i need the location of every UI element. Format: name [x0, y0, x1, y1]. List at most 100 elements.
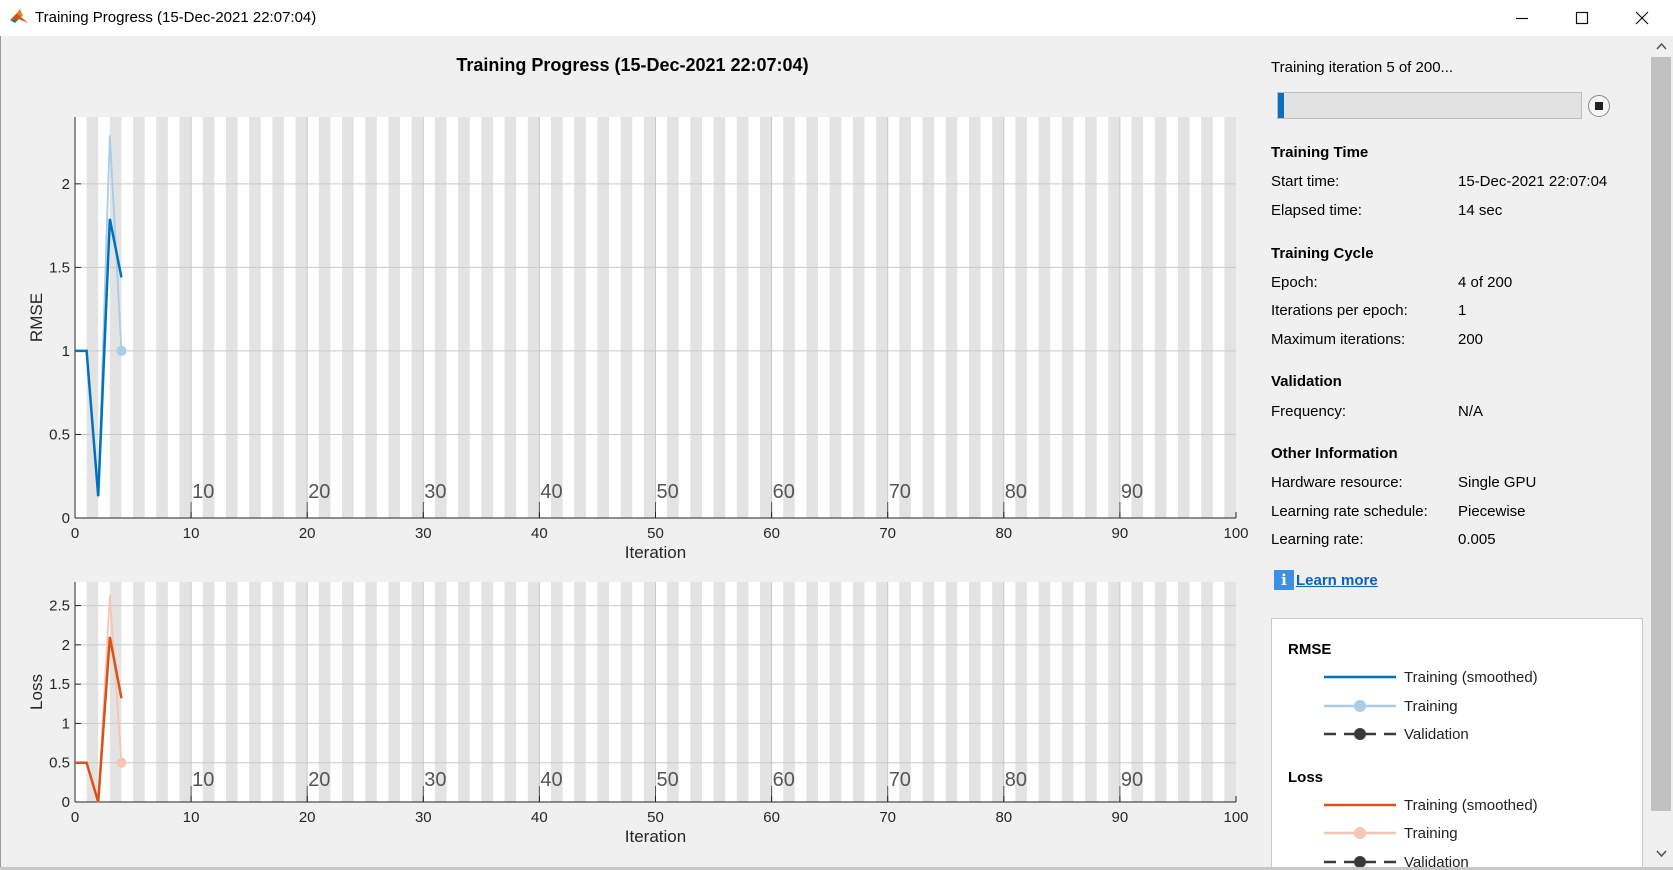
- x-tick-label: 40: [531, 525, 548, 542]
- progress-bar: [1277, 92, 1582, 119]
- x-tick-label: 20: [299, 809, 316, 826]
- stop-training-button[interactable]: [1588, 95, 1610, 117]
- epoch-band: [597, 117, 610, 518]
- scrollbar-thumb[interactable]: [1651, 57, 1671, 811]
- learn-more-link[interactable]: Learn more: [1296, 572, 1378, 589]
- epoch-band: [945, 582, 958, 802]
- scroll-up-icon[interactable]: [1656, 42, 1667, 50]
- epoch-band: [388, 117, 401, 518]
- x-tick-label: 30: [415, 525, 432, 542]
- epoch-band: [1015, 582, 1028, 802]
- epoch-label: 70: [889, 481, 911, 503]
- epoch-band: [527, 117, 540, 518]
- epoch-band: [133, 582, 145, 802]
- x-tick-label: 0: [71, 809, 79, 826]
- training-cycle-heading: Training Cycle: [1271, 245, 1374, 262]
- x-axis-label: Iteration: [625, 543, 686, 562]
- epoch-band: [109, 117, 122, 518]
- x-tick-label: 30: [415, 809, 432, 826]
- epoch-band: [945, 117, 958, 518]
- x-tick-label: 100: [1223, 525, 1248, 542]
- close-button[interactable]: [1614, 0, 1670, 36]
- epoch-label: 50: [657, 481, 679, 503]
- epoch-band: [342, 117, 354, 518]
- epoch-band: [411, 117, 424, 518]
- y-tick-label: 2: [62, 176, 70, 193]
- epoch-band: [1085, 117, 1097, 518]
- maximize-icon: [1575, 11, 1589, 25]
- epoch-band: [574, 117, 586, 518]
- learning-rate-value: 0.005: [1458, 531, 1496, 548]
- legend-loss-heading: Loss: [1288, 769, 1324, 786]
- legend-rmse-smoothed-swatch: [1324, 675, 1396, 679]
- x-tick-label: 60: [763, 525, 780, 542]
- epoch-band: [690, 117, 702, 518]
- hardware-resource-label: Hardware resource:: [1271, 474, 1403, 491]
- epoch-label: 80: [1005, 481, 1027, 503]
- legend-loss-validation-label: Validation: [1404, 854, 1469, 870]
- epoch-band: [527, 582, 540, 802]
- x-tick-label: 10: [183, 809, 200, 826]
- epoch-band: [481, 117, 493, 518]
- x-tick-label: 50: [647, 809, 664, 826]
- start-time-value: 15-Dec-2021 22:07:04: [1458, 173, 1608, 190]
- epoch-band: [643, 117, 656, 518]
- learning-rate-label: Learning rate:: [1271, 531, 1364, 548]
- epoch-band: [876, 117, 888, 518]
- x-tick-label: 50: [647, 525, 664, 542]
- epoch-band: [783, 582, 795, 802]
- maximize-button[interactable]: [1554, 0, 1610, 36]
- epoch-band: [1154, 582, 1167, 802]
- matlab-logo-icon: [10, 9, 28, 23]
- x-tick-label: 80: [995, 809, 1012, 826]
- epoch-band: [829, 117, 842, 518]
- scroll-down-icon[interactable]: [1656, 850, 1667, 858]
- epoch-label: 10: [192, 769, 214, 791]
- frequency-value: N/A: [1458, 403, 1484, 420]
- epoch-band: [1131, 582, 1144, 802]
- epoch-label: 90: [1121, 769, 1143, 791]
- hardware-resource-value: Single GPU: [1458, 474, 1537, 491]
- y-axis-label: RMSE: [27, 293, 46, 342]
- epoch-band: [551, 117, 563, 518]
- epoch-label: 40: [540, 481, 562, 503]
- legend-loss-smoothed-swatch: [1324, 803, 1396, 807]
- y-tick-label: 2: [62, 637, 70, 654]
- epoch-band: [1061, 582, 1074, 802]
- epoch-band: [992, 117, 1004, 518]
- progress-text: Training iteration 5 of 200...: [1271, 59, 1454, 76]
- plot-loss: 10 20 30 40 50 60 70 80 900 10 20 30 40 50 60 70 80 90 100…: [27, 582, 1249, 846]
- legend-loss-smoothed-label: Training (smoothed): [1404, 797, 1538, 814]
- epoch-band: [713, 117, 726, 518]
- epoch-band: [1177, 117, 1190, 518]
- x-tick-label: 40: [531, 809, 548, 826]
- epoch-band: [992, 582, 1004, 802]
- epoch-label: 80: [1005, 769, 1027, 791]
- epoch-band: [434, 117, 447, 518]
- x-tick-label: 80: [995, 525, 1012, 542]
- series-point: [116, 345, 127, 356]
- epoch-band: [783, 117, 795, 518]
- epoch-band: [434, 582, 447, 802]
- validation-heading: Validation: [1271, 373, 1342, 390]
- epoch-band: [620, 117, 633, 518]
- epoch-band: [852, 582, 865, 802]
- epoch-band: [249, 117, 261, 518]
- epoch-band: [481, 582, 493, 802]
- epoch-band: [852, 117, 865, 518]
- minimize-button[interactable]: [1494, 0, 1550, 36]
- epoch-band: [179, 582, 192, 802]
- series-line: [75, 636, 123, 803]
- other-information-heading: Other Information: [1271, 445, 1398, 462]
- epoch-band: [365, 117, 377, 518]
- epoch-band: [225, 582, 238, 802]
- training-time-heading: Training Time: [1271, 144, 1369, 161]
- epoch-label: 90: [1121, 481, 1143, 503]
- epoch-label: 10: [192, 481, 214, 503]
- epoch-band: [876, 582, 888, 802]
- elapsed-time-label: Elapsed time:: [1271, 202, 1362, 219]
- legend: RMSE Training (smoothed) Training Valida…: [1271, 618, 1643, 870]
- legend-loss-validation-swatch: [1324, 856, 1396, 868]
- y-tick-label: 1: [62, 715, 70, 732]
- epoch-band: [225, 117, 238, 518]
